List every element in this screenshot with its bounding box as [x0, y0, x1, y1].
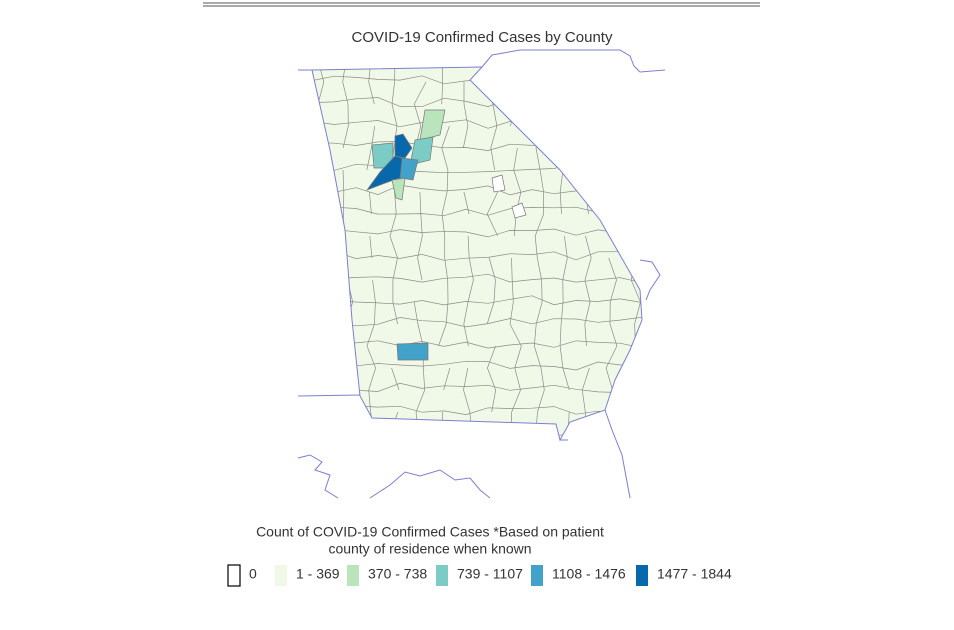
county — [511, 202, 527, 219]
county-line — [389, 67, 400, 435]
legend-title: Count of COVID-19 Confirmed Cases *Based… — [256, 524, 604, 540]
county-line — [462, 82, 474, 435]
legend-swatch — [347, 565, 359, 586]
county-line — [413, 81, 427, 435]
legend-swatch — [436, 565, 448, 586]
county — [394, 133, 413, 159]
legend-label: 0 — [249, 566, 257, 582]
county — [391, 177, 406, 201]
legend-label: 1108 - 1476 — [552, 566, 626, 582]
county-line — [438, 67, 451, 435]
legend-label: 370 - 738 — [368, 566, 427, 582]
county — [366, 155, 403, 191]
legend-swatch — [636, 565, 648, 586]
county — [409, 136, 434, 166]
county — [491, 174, 506, 193]
state — [295, 60, 642, 440]
legend-swatch — [227, 564, 241, 587]
legend: 0 1 - 369 370 - 738 739 - 1107 1108 - 1476 14… — [227, 564, 732, 587]
county-line — [312, 427, 642, 437]
legend-label: 1477 - 1844 — [657, 566, 732, 582]
county-line — [295, 82, 305, 434]
state-fill — [312, 67, 642, 440]
map-title: COVID-19 Confirmed Cases by County — [352, 29, 613, 46]
county — [396, 342, 429, 361]
neighbor-borders — [297, 49, 666, 499]
county-line — [630, 60, 641, 434]
legend-title: county of residence when known — [328, 541, 531, 557]
county-line — [366, 67, 376, 435]
legend-label: 739 - 1107 — [457, 566, 523, 582]
legend-label: 1 - 369 — [296, 566, 340, 582]
state-outline — [311, 66, 643, 442]
county — [419, 109, 446, 141]
legend-swatch — [531, 565, 543, 586]
legend-swatch — [275, 565, 287, 586]
